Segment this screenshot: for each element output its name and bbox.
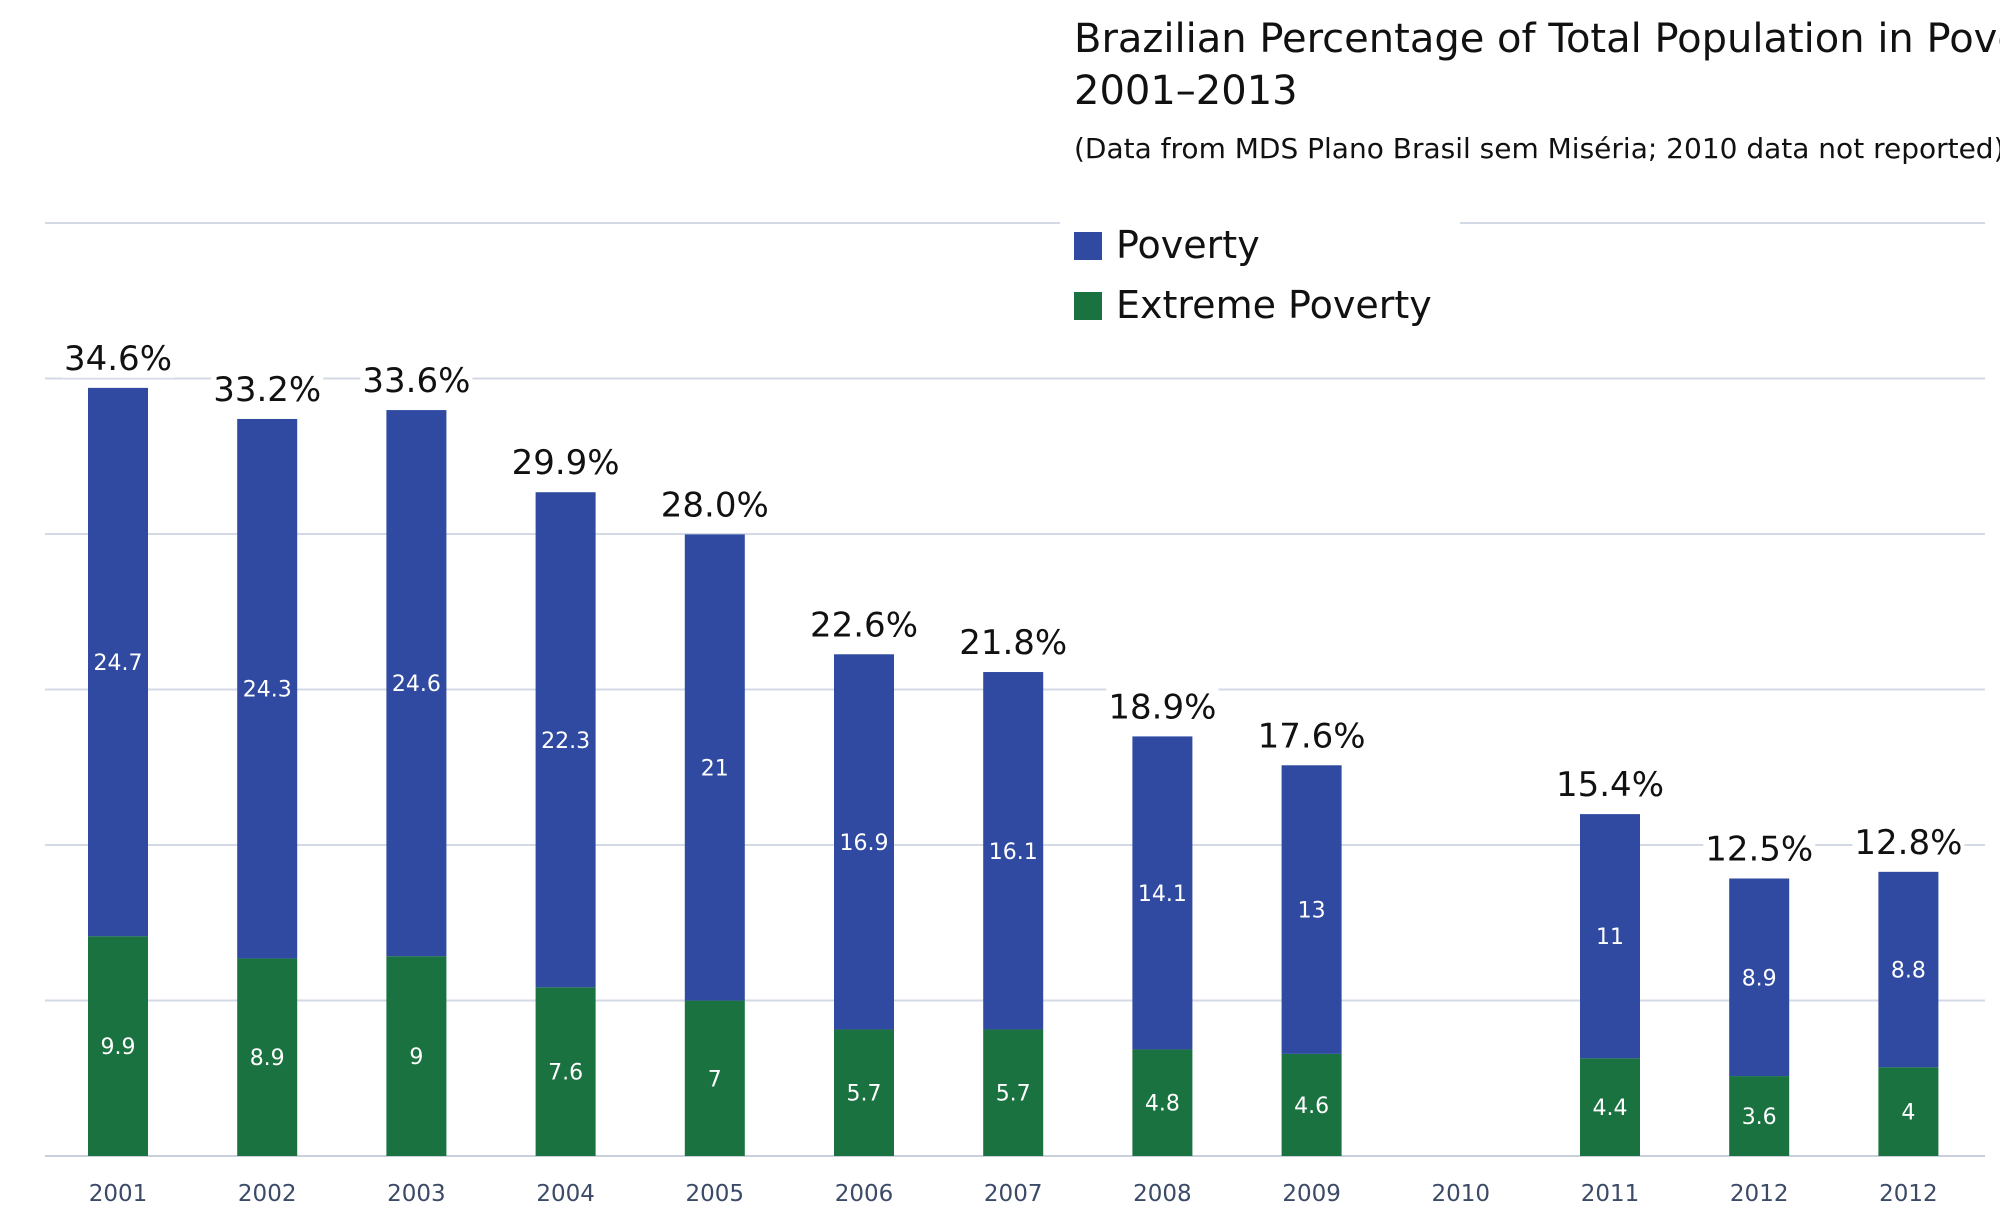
bar-extreme-poverty xyxy=(1132,1049,1193,1156)
x-tick-label: 2012 xyxy=(1879,1181,1938,1207)
bar-extreme-poverty xyxy=(1878,1067,1939,1156)
x-tick-label: 2010 xyxy=(1432,1181,1491,1207)
bar-poverty xyxy=(237,418,298,959)
total-label-backdrop xyxy=(658,484,771,525)
chart-title-line1: Brazilian Percentage of Total Population… xyxy=(1074,16,2000,62)
data-label-poverty: 24.6 xyxy=(392,672,441,697)
bar-poverty xyxy=(983,672,1044,1030)
data-label-extreme-poverty: 4.8 xyxy=(1145,1092,1180,1117)
bar-extreme-poverty xyxy=(684,1000,745,1156)
total-label-backdrop xyxy=(211,368,324,409)
bar-poverty xyxy=(684,534,745,1001)
bar-extreme-poverty xyxy=(1729,1076,1790,1156)
bar-extreme-poverty xyxy=(88,936,148,1156)
legend: Poverty Extreme Poverty xyxy=(1060,216,1460,336)
data-label-extreme-poverty: 4.4 xyxy=(1593,1096,1628,1121)
total-label-backdrop xyxy=(1852,821,1965,862)
data-label-extreme-poverty: 8.9 xyxy=(250,1046,285,1071)
total-label: 33.2% xyxy=(213,370,321,410)
total-label: 17.6% xyxy=(1258,716,1366,756)
bar-extreme-poverty xyxy=(834,1029,894,1156)
labels: 2001 9.9 24.7 34.6% 2002 8.9 24.3 33.2% 2003 9 24.… xyxy=(62,337,1965,1207)
total-label: 18.9% xyxy=(1108,687,1216,727)
total-label: 34.6% xyxy=(64,339,172,379)
data-label-poverty: 14.1 xyxy=(1138,882,1187,907)
total-label-backdrop xyxy=(509,442,622,483)
x-tick-label: 2008 xyxy=(1133,1181,1192,1207)
legend-swatch-poverty xyxy=(1074,232,1102,260)
total-label: 28.0% xyxy=(661,485,769,525)
data-label-extreme-poverty: 5.7 xyxy=(847,1082,882,1107)
data-label-poverty: 8.8 xyxy=(1891,959,1926,984)
total-label-backdrop xyxy=(1255,715,1368,756)
data-label-poverty: 24.3 xyxy=(243,678,292,703)
total-label: 22.6% xyxy=(810,605,918,645)
bar-poverty xyxy=(1281,765,1342,1054)
bar-poverty xyxy=(834,654,894,1030)
data-label-poverty: 8.9 xyxy=(1742,966,1777,991)
x-tick-label: 2003 xyxy=(387,1181,446,1207)
legend-label-poverty: Poverty xyxy=(1116,223,1260,267)
total-label-backdrop xyxy=(62,337,174,378)
total-label-backdrop xyxy=(1554,764,1666,805)
data-label-extreme-poverty: 7.6 xyxy=(548,1061,583,1086)
chart-title-line2: 2001–2013 xyxy=(1074,68,1298,114)
bar-poverty xyxy=(1580,814,1640,1059)
total-label: 12.8% xyxy=(1854,823,1962,863)
x-tick-label: 2004 xyxy=(536,1181,595,1207)
total-label: 15.4% xyxy=(1556,765,1664,805)
data-label-extreme-poverty: 5.7 xyxy=(996,1082,1031,1107)
bar-poverty xyxy=(1878,871,1939,1068)
total-label: 29.9% xyxy=(512,443,620,483)
bar-extreme-poverty xyxy=(1580,1058,1640,1156)
bar-poverty xyxy=(535,492,596,988)
data-label-poverty: 16.9 xyxy=(840,831,889,856)
x-tick-label: 2009 xyxy=(1282,1181,1341,1207)
legend-swatch-extreme-poverty xyxy=(1074,292,1102,320)
legend-label-extreme-poverty: Extreme Poverty xyxy=(1116,283,1432,327)
data-label-extreme-poverty: 3.6 xyxy=(1742,1105,1777,1130)
data-label-extreme-poverty: 9 xyxy=(409,1045,423,1070)
total-label: 21.8% xyxy=(959,623,1067,663)
bar-extreme-poverty xyxy=(983,1029,1044,1156)
data-label-extreme-poverty: 4.6 xyxy=(1294,1094,1329,1119)
x-tick-label: 2006 xyxy=(835,1181,894,1207)
bar-extreme-poverty xyxy=(386,956,447,1156)
x-tick-label: 2011 xyxy=(1581,1181,1640,1207)
bars xyxy=(88,387,1939,1156)
bar-poverty xyxy=(386,410,447,957)
total-label-backdrop xyxy=(1106,686,1219,727)
total-label: 12.5% xyxy=(1705,830,1813,870)
bar-poverty xyxy=(88,387,148,937)
chart-subtitle: (Data from MDS Plano Brasil sem Miséria;… xyxy=(1074,132,2000,165)
chart-header: Brazilian Percentage of Total Population… xyxy=(1060,14,2000,174)
data-label-extreme-poverty: 4 xyxy=(1901,1101,1915,1126)
x-tick-label: 2005 xyxy=(686,1181,745,1207)
total-label-backdrop xyxy=(1703,828,1816,869)
legend-backdrop xyxy=(1060,216,1460,336)
data-label-extreme-poverty: 7 xyxy=(708,1067,722,1092)
data-label-poverty: 22.3 xyxy=(541,729,590,754)
x-tick-label: 2007 xyxy=(984,1181,1043,1207)
data-label-extreme-poverty: 9.9 xyxy=(101,1035,136,1060)
total-label-backdrop xyxy=(808,604,920,645)
bar-poverty xyxy=(1132,736,1193,1050)
bar-poverty xyxy=(1729,878,1790,1077)
x-tick-label: 2002 xyxy=(238,1181,297,1207)
total-label: 33.6% xyxy=(362,361,470,401)
data-label-poverty: 11 xyxy=(1596,925,1624,950)
x-tick-label: 2012 xyxy=(1730,1181,1789,1207)
data-label-poverty: 16.1 xyxy=(989,840,1038,865)
bar-extreme-poverty xyxy=(237,958,298,1156)
total-label-backdrop xyxy=(957,622,1070,663)
data-label-poverty: 24.7 xyxy=(94,651,143,676)
x-tick-label: 2001 xyxy=(89,1181,148,1207)
title-backdrop xyxy=(1060,14,2000,174)
bar-extreme-poverty xyxy=(1281,1053,1342,1156)
data-label-poverty: 13 xyxy=(1298,899,1326,924)
data-label-poverty: 21 xyxy=(701,757,729,782)
bar-extreme-poverty xyxy=(535,987,596,1156)
total-label-backdrop xyxy=(360,360,473,401)
